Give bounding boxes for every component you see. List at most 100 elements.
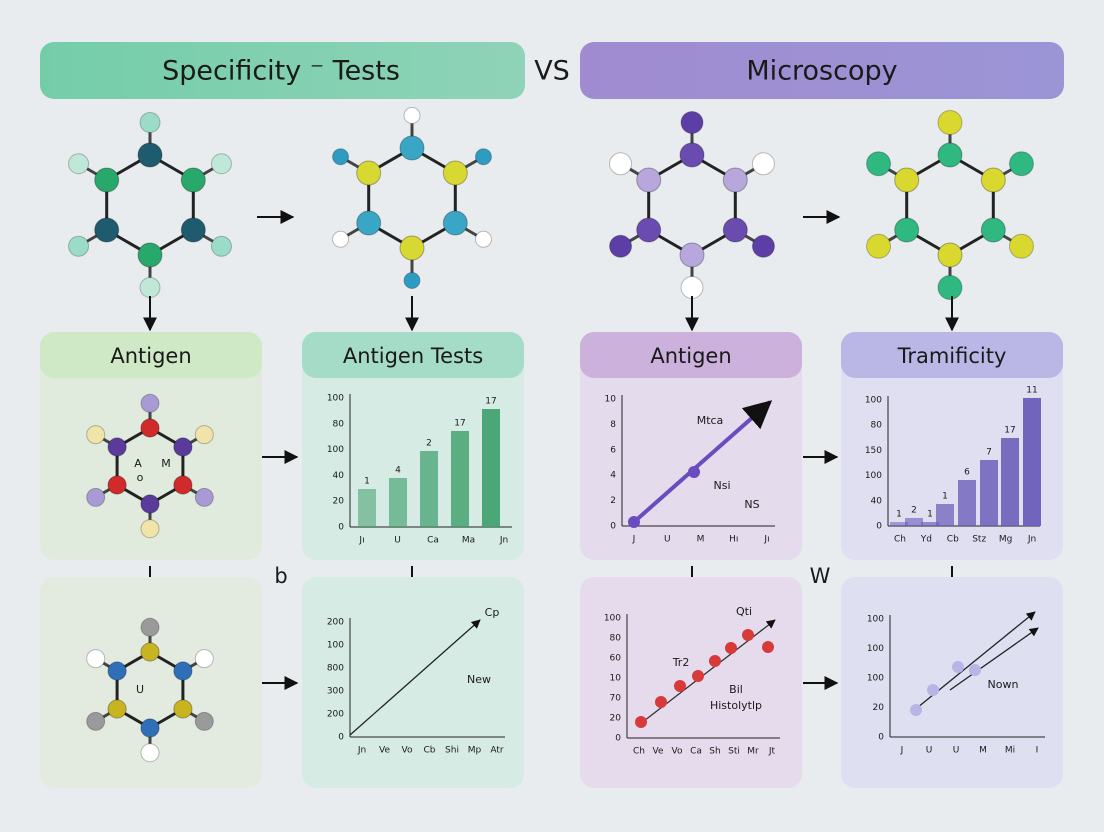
atom xyxy=(68,153,90,175)
atom xyxy=(139,112,161,133)
molecule-label: A xyxy=(134,457,142,470)
atom xyxy=(140,393,160,413)
y-tick-label: 8 xyxy=(610,420,616,430)
atom xyxy=(173,699,193,719)
y-tick-label: 0 xyxy=(338,733,344,743)
atom xyxy=(86,649,106,669)
bar xyxy=(905,518,923,526)
y-tick-label: 0 xyxy=(876,522,882,532)
x-tick-label: Ca xyxy=(690,747,702,757)
y-tick-label: 60 xyxy=(610,654,622,664)
trend-line xyxy=(949,627,1039,691)
atom xyxy=(140,519,160,539)
atom xyxy=(94,167,120,193)
y-tick-label: 100 xyxy=(327,641,344,651)
x-tick-label: I xyxy=(1036,746,1039,756)
atom xyxy=(173,437,193,457)
x-tick-label: J xyxy=(900,746,904,756)
atom xyxy=(937,110,963,135)
panel-title: Antigen xyxy=(110,344,191,368)
value-label: 2 xyxy=(911,506,917,516)
bar xyxy=(1001,438,1019,526)
atom xyxy=(722,217,748,243)
y-tick-label: 20 xyxy=(873,703,885,713)
value-label: 17 xyxy=(1004,426,1015,436)
x-tick-label: Vo xyxy=(402,746,413,756)
y-tick-label: 20 xyxy=(610,714,622,724)
x-tick-label: Vo xyxy=(672,747,683,757)
x-tick-label: Ve xyxy=(379,746,390,756)
y-tick-label: 200 xyxy=(327,710,344,720)
x-tick-label: U xyxy=(953,746,960,756)
panel-title: Antigen xyxy=(650,344,731,368)
point xyxy=(910,704,922,716)
point xyxy=(969,664,981,676)
atom xyxy=(680,276,704,299)
atom xyxy=(474,230,492,248)
bar xyxy=(921,522,939,526)
y-tick-label: 10 xyxy=(605,395,617,405)
atom xyxy=(140,617,160,637)
atom xyxy=(937,275,963,300)
atom xyxy=(680,111,704,134)
x-tick-label: Sh xyxy=(709,747,720,757)
y-tick-label: 4 xyxy=(610,471,616,481)
atom xyxy=(722,167,748,193)
annotation: Tr2 xyxy=(672,656,690,669)
panel-header xyxy=(580,332,802,378)
atom xyxy=(751,234,775,258)
annotation: Mtca xyxy=(697,414,724,427)
point xyxy=(762,641,774,653)
value-label: 2 xyxy=(426,439,432,449)
bar xyxy=(358,489,376,527)
bar xyxy=(958,480,976,526)
point xyxy=(725,642,737,654)
y-tick-label: 70 xyxy=(610,694,622,704)
point xyxy=(742,629,754,641)
atom xyxy=(107,699,127,719)
atom xyxy=(107,661,127,681)
y-tick-label: 300 xyxy=(327,687,344,697)
y-tick-label: 40 xyxy=(871,496,883,506)
x-tick-label: U xyxy=(394,536,401,546)
y-tick-label: 80 xyxy=(610,634,622,644)
value-label: 1 xyxy=(942,492,948,502)
point xyxy=(655,696,667,708)
bar xyxy=(936,504,954,526)
y-tick-label: 40 xyxy=(333,471,345,481)
y-tick-label: 150 xyxy=(865,446,882,456)
atom xyxy=(751,152,775,176)
annotation: Nsi xyxy=(713,479,730,492)
trend-line xyxy=(349,619,481,736)
point xyxy=(952,661,964,673)
atom xyxy=(442,210,468,236)
x-tick-label: Jn xyxy=(1027,535,1036,545)
x-tick-label: U xyxy=(664,535,671,545)
annotation: Histolytlp xyxy=(710,699,762,712)
x-tick-label: Stz xyxy=(972,535,986,545)
atom xyxy=(636,217,662,243)
atom xyxy=(356,210,382,236)
atom xyxy=(68,235,90,257)
y-tick-label: 800 xyxy=(327,664,344,674)
annotation: NS xyxy=(744,498,759,511)
value-label: 1 xyxy=(896,510,902,520)
atom xyxy=(679,242,705,268)
value-label: 11 xyxy=(1026,386,1037,396)
bar xyxy=(389,478,407,527)
annotation: Cp xyxy=(485,606,500,619)
point xyxy=(674,680,686,692)
point xyxy=(927,684,939,696)
atom xyxy=(1008,233,1034,259)
annotation: Qti xyxy=(736,605,752,618)
y-tick-label: 0 xyxy=(338,523,344,533)
annotation: New xyxy=(467,673,491,686)
x-tick-label: Ca xyxy=(427,536,439,546)
molecule-label: M xyxy=(161,457,171,470)
atom xyxy=(137,242,163,268)
bar xyxy=(420,451,438,527)
x-tick-label: Cb xyxy=(424,746,436,756)
atom xyxy=(937,142,963,168)
atom xyxy=(332,230,350,248)
y-tick-label: 200 xyxy=(327,618,344,628)
